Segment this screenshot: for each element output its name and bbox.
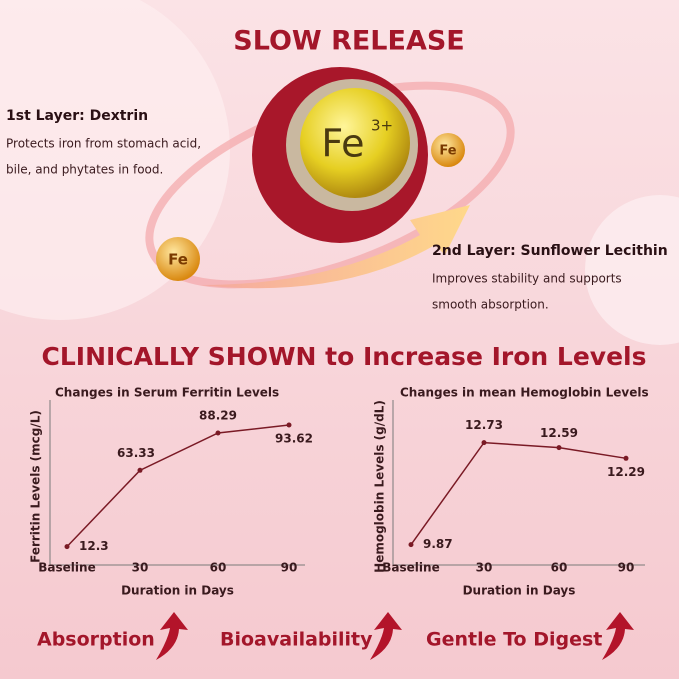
data-point xyxy=(215,430,221,436)
x-tick-label: 60 xyxy=(551,561,568,575)
data-point xyxy=(64,544,70,550)
release-arrow xyxy=(200,205,470,289)
ion xyxy=(156,237,200,281)
core-charge: 3+ xyxy=(371,117,393,135)
x-axis-label: Duration in Days xyxy=(463,584,576,598)
benefit: Absorption xyxy=(37,629,155,651)
layer-description: bile, and phytates in food. xyxy=(6,163,163,177)
chart-title: Changes in mean Hemoglobin Levels xyxy=(400,386,649,400)
data-label: 12.73 xyxy=(465,418,503,432)
up-arrow xyxy=(370,612,402,660)
x-tick-label: 30 xyxy=(132,561,149,575)
data-label: 63.33 xyxy=(117,446,155,460)
layer-title: 1st Layer: Dextrin xyxy=(6,108,148,124)
ion xyxy=(431,133,465,167)
data-line xyxy=(410,441,627,546)
layer-title: 2nd Layer: Sunflower Lecithin xyxy=(432,243,668,259)
chart-title: Changes in Serum Ferritin Levels xyxy=(55,386,279,400)
layer-description: smooth absorption. xyxy=(432,298,549,312)
data-point xyxy=(556,445,562,451)
data-point xyxy=(623,455,629,461)
data-point xyxy=(286,422,292,428)
x-tick-label: Baseline xyxy=(38,561,95,575)
data-point xyxy=(137,467,143,473)
up-arrow xyxy=(602,612,634,660)
title: SLOW RELEASE xyxy=(233,26,465,57)
ion-label: Fe xyxy=(439,144,456,159)
y-axis-label: Hemoglobin Levels (g/dL) xyxy=(373,400,387,573)
data-label: 88.29 xyxy=(199,408,237,422)
data-point xyxy=(481,440,487,446)
layer-description: Protects iron from stomach acid, xyxy=(6,137,201,151)
data-point xyxy=(408,542,414,548)
headline: CLINICALLY SHOWN to Increase Iron Levels xyxy=(42,342,647,371)
core xyxy=(300,88,410,198)
data-label: 12.59 xyxy=(540,426,578,440)
data-label: 12.3 xyxy=(79,539,109,553)
data-label: 93.62 xyxy=(275,432,313,446)
data-label: 9.87 xyxy=(423,537,453,551)
core-label: Fe xyxy=(321,122,364,166)
data-line xyxy=(66,424,290,548)
x-tick-label: 90 xyxy=(281,561,298,575)
ion-label: Fe xyxy=(168,251,188,269)
data-label: 12.29 xyxy=(607,465,645,479)
x-tick-label: 30 xyxy=(476,561,493,575)
x-axis-label: Duration in Days xyxy=(121,584,234,598)
layer-description: Improves stability and supports xyxy=(432,272,622,286)
glow xyxy=(585,195,679,345)
benefit: Gentle To Digest xyxy=(426,629,602,651)
benefit: Bioavailability xyxy=(220,629,373,651)
x-tick-label: Baseline xyxy=(382,561,439,575)
up-arrow xyxy=(156,612,188,660)
y-axis-label: Ferritin Levels (mcg/L) xyxy=(29,410,43,563)
x-tick-label: 60 xyxy=(210,561,227,575)
x-tick-label: 90 xyxy=(618,561,635,575)
